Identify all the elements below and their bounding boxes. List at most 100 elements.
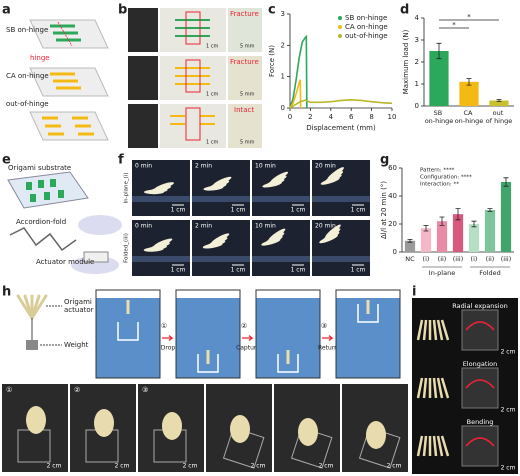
scale-label: 1 cm (231, 267, 246, 274)
label: CA on-hinge (6, 72, 49, 80)
photo (252, 160, 310, 216)
bar (489, 100, 509, 106)
label: out-of-hinge (6, 100, 49, 108)
significance-label: * (452, 21, 456, 29)
x-tick-label: out of hinge (486, 109, 513, 125)
scale-label: 2 cm (251, 463, 266, 470)
actuator-strip (432, 435, 438, 457)
platform (252, 256, 310, 262)
error-bar (471, 220, 477, 228)
error-bar (503, 177, 509, 187)
significance-label: * (467, 13, 471, 21)
platform (192, 256, 250, 262)
panel-letter: i (412, 285, 416, 300)
water (176, 298, 240, 378)
platform (312, 196, 370, 202)
y-tick-label: 20 (388, 220, 397, 228)
panel-letter: h (2, 285, 11, 300)
inset (461, 309, 499, 351)
y-tick-label: 40 (388, 192, 397, 200)
error-bar (496, 99, 502, 102)
mode-label: Radial expansion (452, 302, 507, 310)
panel-letter: a (2, 3, 11, 18)
x-tick-label: 6 (349, 113, 354, 121)
y-tick-label: 0 (415, 102, 419, 110)
photo (312, 220, 370, 276)
bar (459, 81, 479, 106)
actuator (162, 412, 182, 440)
actuator-strip (432, 319, 438, 341)
actuator-strip (436, 377, 444, 399)
time-label: 10 min (255, 163, 276, 170)
time-label: 2 min (195, 223, 212, 230)
water (256, 298, 320, 378)
actuator-strip (422, 435, 428, 457)
scale-label: 1 cm (351, 267, 366, 274)
group-label: Folded (479, 269, 501, 277)
time-label: 0 min (135, 223, 152, 230)
scale-label: 1 cm (351, 207, 366, 214)
scale-label: 5 mm (240, 44, 255, 50)
panel-letter: b (118, 3, 127, 18)
bar (404, 240, 416, 252)
panel-letter: g (380, 153, 389, 168)
error-bar (439, 216, 445, 226)
photo (128, 8, 262, 148)
platform (132, 196, 190, 202)
x-tick-label: 10 (388, 113, 397, 121)
scale-label: 5 mm (240, 92, 255, 98)
scale-label: 1 cm (206, 140, 219, 146)
step-mark: ③ (142, 386, 148, 394)
actuator-strip (416, 377, 424, 399)
label: SB on-hinge (6, 26, 48, 34)
actuator (26, 406, 46, 434)
scale-label: 1 cm (206, 44, 219, 50)
x-tick-label: (iii) (501, 255, 512, 263)
x-tick-label: 4 (329, 113, 334, 121)
bar (500, 182, 512, 252)
annotation: Pattern: **** (420, 168, 455, 174)
actuator-strip (422, 377, 428, 399)
actuator (366, 421, 386, 449)
actuator-strip (440, 435, 450, 457)
y-tick-label: 0 (281, 104, 285, 112)
legend-marker (338, 25, 342, 29)
y-tick-label: 3 (281, 10, 285, 18)
y-tick-label: 4 (415, 14, 420, 22)
scale-label: 2 cm (47, 463, 62, 470)
actuator-strip (270, 171, 289, 183)
scale-label: 1 cm (171, 207, 186, 214)
label: Origami substrate (8, 164, 71, 172)
actuator-strip (153, 238, 173, 248)
photo (192, 220, 250, 276)
y-tick-label: 3 (415, 36, 419, 44)
actuator (298, 418, 318, 446)
x-tick-label: 2 (308, 113, 312, 121)
sheet (29, 19, 109, 49)
scale-label: 2 cm (501, 465, 516, 472)
label: Accordion-fold (16, 218, 66, 226)
legend-marker (338, 16, 342, 20)
x-tick-label: 0 (288, 113, 292, 121)
actuator-strip (211, 233, 230, 244)
error-bar (487, 208, 493, 212)
step-mark: ③ (321, 322, 327, 330)
y-axis-label: Δl/l at 20 min (°) (380, 181, 388, 239)
y-tick-label: 1 (415, 80, 419, 88)
legend-label: SB on-hinge (345, 14, 387, 22)
scale-label: 1 cm (206, 92, 219, 98)
schematic (7, 171, 122, 274)
panel-letter: e (2, 153, 11, 168)
scale-label: 2 cm (501, 349, 516, 356)
cage (117, 322, 139, 341)
cage (197, 354, 219, 373)
time-label: 0 min (135, 163, 152, 170)
actuator-strip (325, 224, 341, 238)
actuator-strip (436, 435, 444, 457)
step-mark: ② (241, 322, 247, 330)
scale-label: 2 cm (501, 407, 516, 414)
time-label: 20 min (315, 223, 336, 230)
tank (255, 289, 321, 379)
error-bar (466, 78, 472, 86)
actuator (94, 409, 114, 437)
